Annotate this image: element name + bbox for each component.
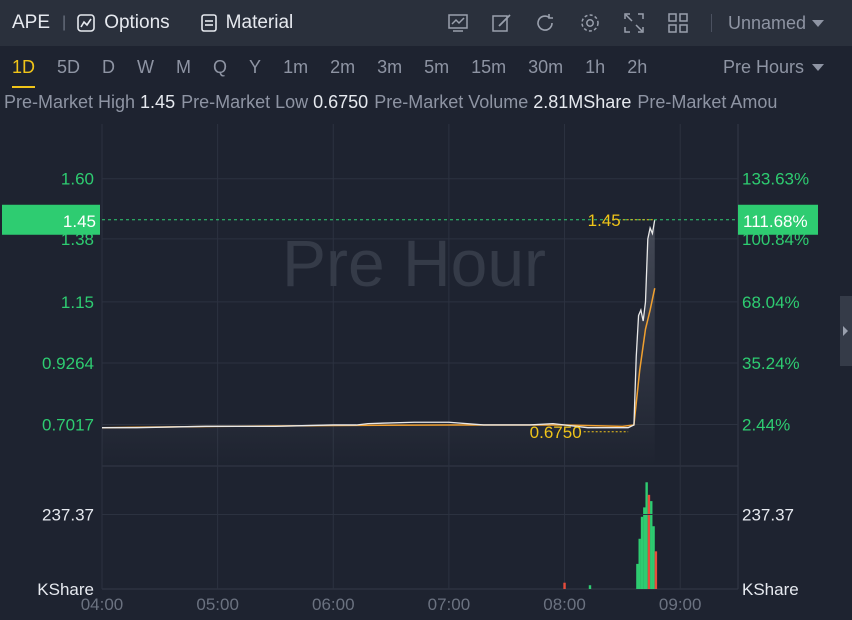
stat-value: 2.81MShare (533, 92, 632, 112)
period-tab-1h[interactable]: 1h (585, 57, 606, 77)
current-price-badge-text: 1.45 (63, 212, 96, 231)
volume-unit-left: KShare (37, 580, 94, 599)
current-pct-badge-text: 111.68% (743, 212, 808, 231)
high-price-label: 1.45 (588, 211, 621, 230)
volume-bar (652, 526, 655, 589)
layout-selector[interactable]: Unnamed (727, 12, 806, 33)
options-label: Options (104, 12, 170, 33)
period-tab-5d[interactable]: 5D (57, 57, 81, 77)
x-tick-label: 08:00 (543, 595, 586, 614)
fullscreen-icon[interactable] (623, 12, 645, 34)
volume-bar (654, 551, 658, 589)
layout-grid-icon[interactable] (667, 12, 689, 34)
stat-label: Pre-Market Volume (374, 92, 534, 112)
average-price-line (101, 288, 656, 429)
volume-bar (638, 538, 641, 589)
y-tick-label-left: 0.9264 (42, 354, 94, 373)
x-tick-label: 09:00 (659, 595, 702, 614)
current-price-badge (2, 204, 100, 235)
volume-tick-left: 237.37 (42, 505, 94, 524)
options-icon (77, 14, 95, 32)
stat-label: Pre-Market Amou (637, 92, 778, 112)
divider (710, 14, 712, 32)
stat-label: Pre-Market Low (181, 92, 314, 112)
period-tab-2m[interactable]: 2m (330, 57, 356, 77)
stat-label: Pre-Market High (4, 92, 141, 112)
period-tab-y[interactable]: Y (249, 57, 262, 77)
watermark-text: Pre Hour (282, 226, 546, 300)
y-tick-label-right: 133.63% (742, 170, 809, 189)
top-toolbar: APE | Options Material Unnamed (0, 0, 852, 46)
volume-bar (645, 482, 648, 589)
volume-bar (636, 563, 639, 589)
period-tab-q[interactable]: Q (213, 57, 228, 77)
material-icon (200, 14, 217, 32)
right-tools: Unnamed (447, 0, 852, 46)
period-tab-2h[interactable]: 2h (627, 57, 648, 77)
chevron-down-icon (812, 63, 824, 71)
volume-bar (643, 507, 646, 589)
draw-icon[interactable] (491, 12, 513, 34)
premarket-stats: Pre-Market High 1.45 Pre-Market Low 0.675… (4, 92, 852, 113)
y-tick-label-right: 35.24% (742, 354, 800, 373)
period-tab-15m[interactable]: 15m (471, 57, 507, 77)
current-pct-badge (738, 204, 818, 235)
low-price-label: 0.6750 (530, 423, 582, 442)
session-selector[interactable]: Pre Hours (723, 46, 824, 88)
material-label: Material (225, 12, 294, 33)
x-tick-label: 05:00 (196, 595, 239, 614)
period-bar: 1D 5D D W M Q Y 1m 2m 3m 5m 15m 30m 1h 2h Pre Hours (0, 46, 852, 88)
y-tick-label-left: 1.60 (61, 170, 94, 189)
period-tab-1m[interactable]: 1m (283, 57, 309, 77)
session-label: Pre Hours (722, 56, 804, 77)
period-list: 1D 5D D W M Q Y 1m 2m 3m 5m 15m 30m 1h 2h (0, 46, 657, 88)
y-tick-label-left: 0.7017 (42, 415, 94, 434)
period-tab-m[interactable]: M (176, 57, 192, 77)
volume-bar (647, 494, 651, 589)
volume-unit-right: KShare (742, 580, 799, 599)
volume-tick-right: 237.37 (742, 505, 794, 524)
volume-bar (563, 582, 566, 589)
x-tick-label: 04:00 (81, 595, 124, 614)
symbol-title[interactable]: APE (12, 12, 51, 33)
y-tick-label-right: 2.44% (742, 415, 790, 434)
settings-icon[interactable] (579, 12, 601, 34)
x-tick-label: 07:00 (428, 595, 471, 614)
price-chart[interactable]: Pre Hour1.601.381.150.92640.7017133.63%1… (0, 124, 852, 620)
y-tick-label-left: 1.15 (61, 293, 94, 312)
material-button[interactable]: Material (200, 12, 294, 34)
price-line (102, 219, 656, 429)
period-tab-30m[interactable]: 30m (528, 57, 564, 77)
period-tab-3m[interactable]: 3m (377, 57, 403, 77)
y-tick-label-right: 68.04% (742, 293, 800, 312)
period-tab-5m[interactable]: 5m (424, 57, 450, 77)
period-tab-1d[interactable]: 1D (0, 46, 45, 88)
x-tick-label: 06:00 (312, 595, 355, 614)
stat-value: 0.6750 (313, 92, 369, 112)
indicator-icon[interactable] (447, 12, 469, 34)
refresh-icon[interactable] (535, 12, 557, 34)
chevron-down-icon[interactable] (812, 19, 824, 27)
volume-bar (588, 585, 592, 589)
stat-value: 1.45 (140, 92, 176, 112)
volume-bar (650, 501, 653, 589)
period-tab-w[interactable]: W (137, 57, 155, 77)
options-button[interactable]: Options (76, 12, 170, 34)
volume-bar (640, 516, 644, 589)
period-tab-d[interactable]: D (102, 57, 116, 77)
divider: | (62, 14, 67, 31)
side-panel-toggle[interactable] (840, 296, 852, 366)
price-area (102, 219, 655, 466)
